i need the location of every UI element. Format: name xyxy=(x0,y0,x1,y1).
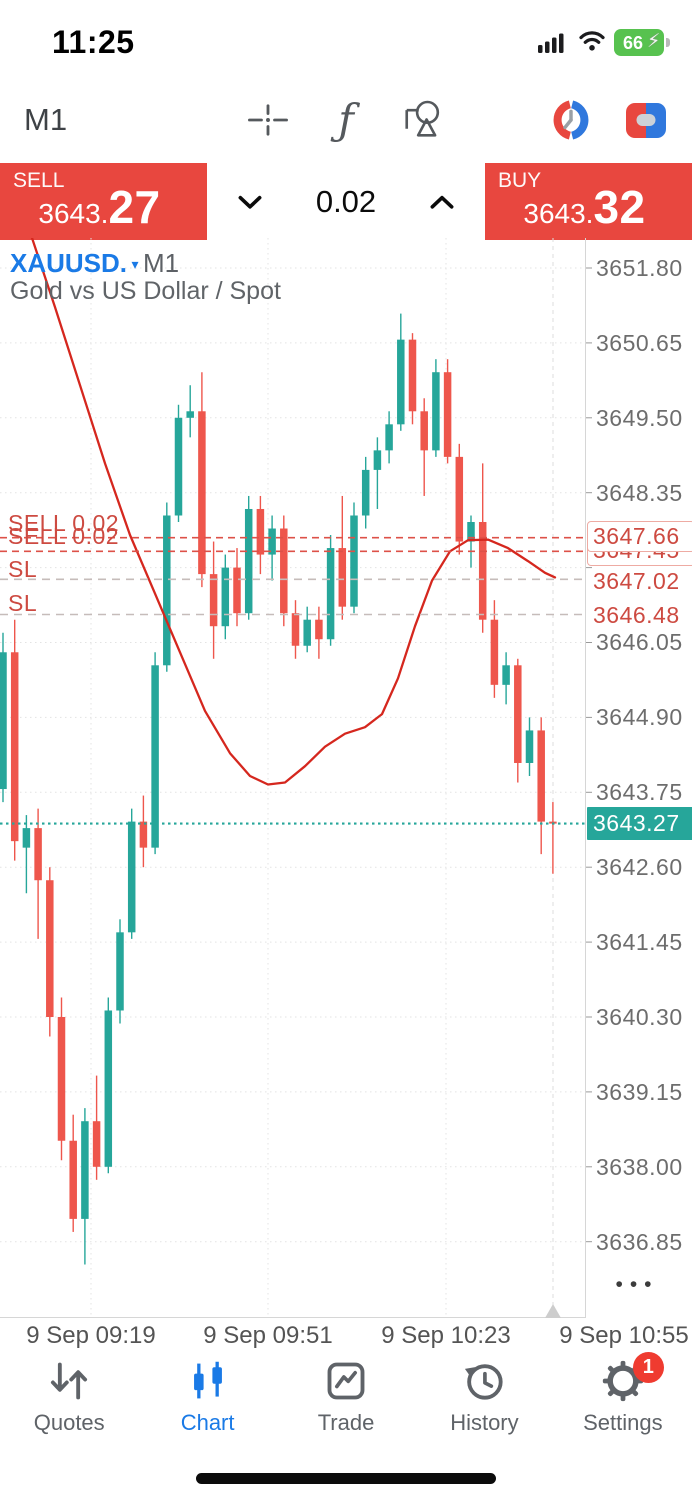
price-tag-sell-1: 3647.66 xyxy=(587,521,692,552)
chart-timeframe: M1 xyxy=(142,248,180,278)
price-chart[interactable]: XAUUSD. ▾ M1 Gold vs US Dollar / Spot SE… xyxy=(0,238,692,1349)
tab-quotes[interactable]: Quotes xyxy=(0,1352,138,1452)
buy-label: BUY xyxy=(498,169,542,192)
battery-fill xyxy=(614,29,664,56)
sessions-clock-icon xyxy=(553,100,589,140)
tab-history[interactable]: History xyxy=(415,1352,553,1452)
y-axis-label: 3638.00 xyxy=(596,1153,683,1180)
candlestick-plot[interactable] xyxy=(0,238,692,1320)
y-axis-label: 3642.60 xyxy=(596,854,683,881)
status-bar: 11:25 66 ⚡ xyxy=(0,0,692,62)
tab-trade[interactable]: Trade xyxy=(277,1352,415,1452)
volume-value[interactable]: 0.02 xyxy=(315,183,377,219)
wifi-icon xyxy=(579,31,605,51)
symbol-dropdown-icon[interactable]: ▾ xyxy=(131,256,139,272)
sell-price-frac: 27 xyxy=(108,181,161,233)
volume-stepper: 0.02 xyxy=(207,163,485,240)
tab-label: Settings xyxy=(583,1410,663,1435)
tab-label: Trade xyxy=(317,1410,375,1435)
function-icon: ƒ xyxy=(338,95,354,144)
tab-chart[interactable]: Chart xyxy=(138,1352,276,1452)
y-axis-label: 3651.80 xyxy=(596,255,683,281)
trade-icon xyxy=(327,1362,365,1400)
chat-news-button[interactable] xyxy=(620,94,672,146)
buy-price-int: 3643. xyxy=(523,198,594,229)
crosshair-icon xyxy=(248,104,288,136)
tab-label: History xyxy=(450,1410,519,1435)
quotes-arrows-icon xyxy=(51,1362,88,1400)
battery-indicator: 66 ⚡ xyxy=(614,29,676,56)
chat-icon xyxy=(626,102,666,138)
y-axis-label: 3648.35 xyxy=(596,479,683,506)
sell-position-label-1: SELL 0.02 xyxy=(8,510,120,536)
stop-loss-label-1: SL xyxy=(8,556,38,582)
x-axis-label: 9 Sep 09:51 xyxy=(203,1322,333,1349)
more-options-button[interactable]: ••• xyxy=(615,1273,659,1296)
charging-bolt-icon: ⚡ xyxy=(647,31,661,52)
x-axis-label: 9 Sep 09:19 xyxy=(26,1322,156,1349)
y-axis-label: 3640.30 xyxy=(596,1003,683,1030)
volume-decrease-button[interactable] xyxy=(235,193,265,211)
trading-sessions-button[interactable] xyxy=(545,94,597,146)
current-price-tag: 3643.27 xyxy=(587,807,692,840)
history-clock-icon xyxy=(465,1364,504,1400)
y-axis-label: 3646.05 xyxy=(596,629,683,656)
chart-toolbar: M1 ƒ xyxy=(0,88,692,154)
battery-tip xyxy=(666,38,670,47)
y-axis-label: 3644.90 xyxy=(596,704,683,731)
price-tag-sl-2: 3646.48 xyxy=(593,602,680,628)
x-axis-label: 9 Sep 10:55 xyxy=(559,1322,689,1349)
y-axis-label: 3650.65 xyxy=(596,329,683,356)
symbol-description: Gold vs US Dollar / Spot xyxy=(10,277,281,305)
notification-badge: 1 xyxy=(632,1352,664,1383)
buy-price: 3643. 32 xyxy=(485,180,684,234)
stop-loss-label-2: SL xyxy=(8,590,38,616)
y-axis-label: 3639.15 xyxy=(596,1078,683,1105)
y-axis-label: 3649.50 xyxy=(596,404,683,431)
time-axis: 9 Sep 09:19 9 Sep 09:51 9 Sep 10:23 9 Sep 1… xyxy=(0,1322,692,1356)
sell-button[interactable]: SELL 3643. 27 xyxy=(0,163,207,240)
symbol-name[interactable]: XAUUSD. xyxy=(10,248,128,278)
battery-percent: 66 xyxy=(622,33,644,53)
objects-button[interactable] xyxy=(396,94,448,146)
bottom-tab-bar: Quotes Chart Trade xyxy=(0,1352,692,1452)
sell-price-int: 3643. xyxy=(38,198,109,229)
chart-candles-icon xyxy=(193,1361,222,1399)
volume-increase-button[interactable] xyxy=(427,193,457,211)
y-axis-label: 3641.45 xyxy=(596,929,683,956)
sell-price: 3643. 27 xyxy=(0,180,199,234)
indicators-button[interactable]: ƒ xyxy=(320,94,372,146)
one-click-trade-panel: SELL 3643. 27 0.02 BUY 3643. 32 xyxy=(0,163,692,240)
tab-settings[interactable]: 1 Settings xyxy=(554,1352,692,1452)
buy-price-frac: 32 xyxy=(593,181,646,233)
objects-icon xyxy=(405,100,440,137)
timeframe-button[interactable]: M1 xyxy=(24,102,68,137)
clock-time: 11:25 xyxy=(52,24,135,60)
y-axis-label: 3636.85 xyxy=(596,1228,683,1255)
cellular-signal-icon xyxy=(538,33,564,53)
chart-header[interactable]: XAUUSD. ▾ M1 xyxy=(10,248,179,279)
tab-label: Chart xyxy=(180,1410,235,1435)
sell-label: SELL xyxy=(13,169,65,192)
sell-position-label-2: SELL 0.02 xyxy=(8,523,120,549)
x-axis-label: 9 Sep 10:23 xyxy=(381,1322,511,1349)
home-indicator[interactable] xyxy=(196,1473,496,1484)
price-tag-sl-1: 3647.02 xyxy=(593,568,680,594)
buy-button[interactable]: BUY 3643. 32 xyxy=(485,163,692,240)
tab-label: Quotes xyxy=(33,1410,105,1435)
y-axis-label: 3643.75 xyxy=(596,779,683,806)
crosshair-tool-button[interactable] xyxy=(242,94,294,146)
settings-gear-icon xyxy=(602,1360,643,1402)
